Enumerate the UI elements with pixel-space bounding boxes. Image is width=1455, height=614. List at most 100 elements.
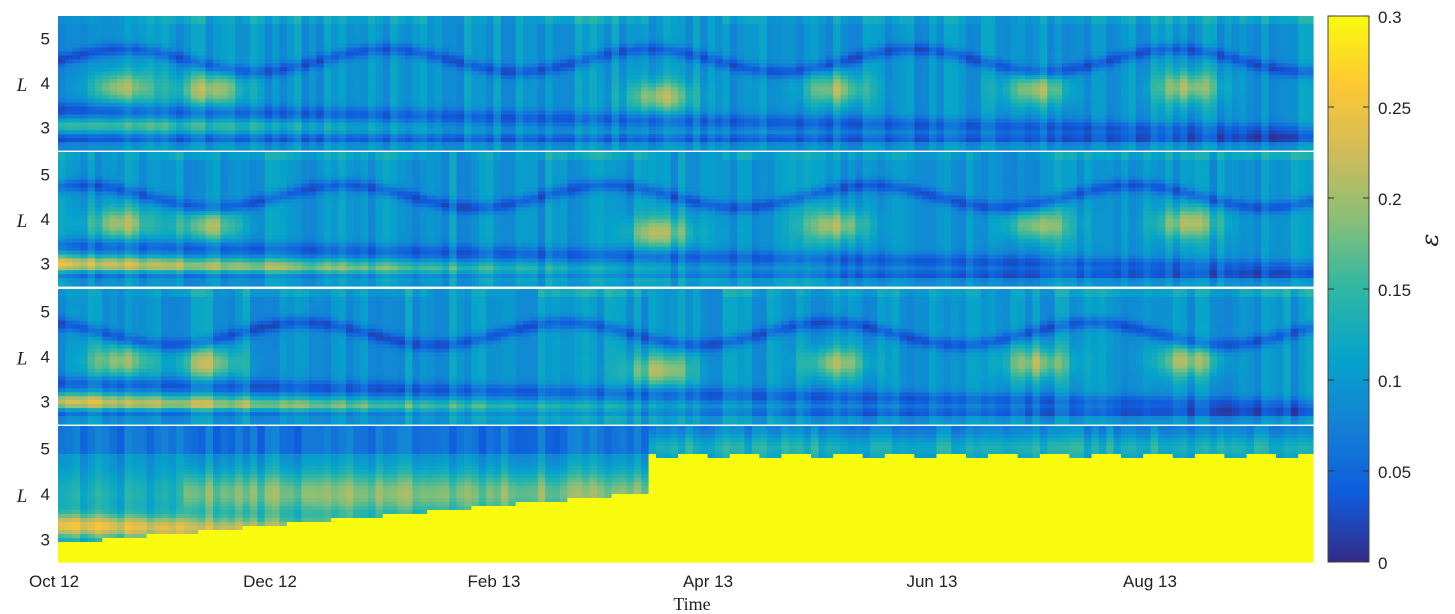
heatmap-cell <box>796 67 804 72</box>
heatmap-cell <box>80 99 88 104</box>
heatmap-cell <box>981 134 989 139</box>
heatmap-cell <box>582 142 590 147</box>
heatmap-cell <box>826 126 834 131</box>
heatmap-cell <box>811 115 819 120</box>
heatmap-cell <box>464 55 472 60</box>
heatmap-cell <box>900 126 908 131</box>
heatmap-cell <box>656 122 664 127</box>
heatmap-cell <box>58 99 66 104</box>
heatmap-cell <box>634 111 642 116</box>
heatmap-cell <box>161 71 169 76</box>
heatmap-cell <box>302 111 310 116</box>
heatmap-cell <box>804 20 812 25</box>
heatmap-cell <box>1084 59 1092 64</box>
heatmap-cell <box>353 107 361 112</box>
heatmap-cell <box>553 138 561 143</box>
heatmap-cell <box>243 107 251 112</box>
heatmap-cell <box>538 130 546 135</box>
heatmap-cell <box>435 130 443 135</box>
heatmap-cell <box>649 99 657 104</box>
heatmap-cell <box>612 118 620 123</box>
heatmap-cell <box>464 130 472 135</box>
heatmap-cell <box>900 103 908 108</box>
heatmap-cell <box>486 75 494 80</box>
heatmap-cell <box>516 107 524 112</box>
heatmap-cell <box>176 16 184 21</box>
heatmap-cell <box>1069 20 1077 25</box>
heatmap-cell <box>796 122 804 127</box>
heatmap-cell <box>789 115 797 120</box>
heatmap-cell <box>220 55 228 60</box>
heatmap-cell <box>390 95 398 100</box>
heatmap-cell <box>863 40 871 45</box>
heatmap-cell <box>892 83 900 88</box>
heatmap-cell <box>937 146 945 151</box>
heatmap-cell <box>457 91 465 96</box>
heatmap-cell <box>95 115 103 120</box>
heatmap-cell <box>855 32 863 37</box>
heatmap-cell <box>612 122 620 127</box>
heatmap-cell <box>590 28 598 33</box>
heatmap-cell <box>508 79 516 84</box>
heatmap-cell <box>759 40 767 45</box>
heatmap-cell <box>877 134 885 139</box>
heatmap-cell <box>553 91 561 96</box>
heatmap-cell <box>331 107 339 112</box>
heatmap-cell <box>353 59 361 64</box>
heatmap-cell <box>818 83 826 88</box>
heatmap-cell <box>575 59 583 64</box>
heatmap-cell <box>1055 55 1063 60</box>
heatmap-cell <box>228 59 236 64</box>
heatmap-cell <box>604 55 612 60</box>
heatmap-cell <box>619 20 627 25</box>
heatmap-cell <box>988 126 996 131</box>
heatmap-cell <box>841 95 849 100</box>
heatmap-cell <box>804 75 812 80</box>
heatmap-cell <box>996 79 1004 84</box>
heatmap-cell <box>1062 48 1070 53</box>
heatmap-cell <box>353 138 361 143</box>
heatmap-cell <box>1010 79 1018 84</box>
heatmap-cell <box>730 36 738 41</box>
heatmap-cell <box>302 75 310 80</box>
heatmap-cell <box>752 75 760 80</box>
heatmap-cell <box>818 103 826 108</box>
heatmap-cell <box>767 91 775 96</box>
heatmap-cell <box>161 107 169 112</box>
heatmap-cell <box>715 32 723 37</box>
heatmap-cell <box>449 79 457 84</box>
heatmap-cell <box>265 111 273 116</box>
heatmap-cell <box>590 91 598 96</box>
heatmap-cell <box>1099 44 1107 49</box>
heatmap-cell <box>516 83 524 88</box>
heatmap-cell <box>700 107 708 112</box>
heatmap-cell <box>324 115 332 120</box>
heatmap-cell <box>73 48 81 53</box>
heatmap-cell <box>250 75 258 80</box>
heatmap-cell <box>250 142 258 147</box>
heatmap-cell <box>95 71 103 76</box>
heatmap-cell <box>287 24 295 29</box>
heatmap-cell <box>198 16 206 21</box>
heatmap-cell <box>368 122 376 127</box>
heatmap-cell <box>567 142 575 147</box>
heatmap-cell <box>412 130 420 135</box>
heatmap-cell <box>818 44 826 49</box>
heatmap-cell <box>737 142 745 147</box>
heatmap-cell <box>649 83 657 88</box>
heatmap-cell <box>1077 59 1085 64</box>
heatmap-cell <box>959 32 967 37</box>
heatmap-cell <box>442 24 450 29</box>
heatmap-cell <box>686 79 694 84</box>
heatmap-cell <box>922 142 930 147</box>
heatmap-cell <box>191 138 199 143</box>
heatmap-cell <box>309 51 317 56</box>
heatmap-cell <box>117 107 125 112</box>
heatmap-cell <box>147 63 155 68</box>
heatmap-cell <box>198 40 206 45</box>
heatmap-cell <box>206 134 214 139</box>
heatmap-cell <box>575 32 583 37</box>
heatmap-cell <box>139 122 147 127</box>
heatmap-cell <box>781 122 789 127</box>
heatmap-cell <box>213 36 221 41</box>
